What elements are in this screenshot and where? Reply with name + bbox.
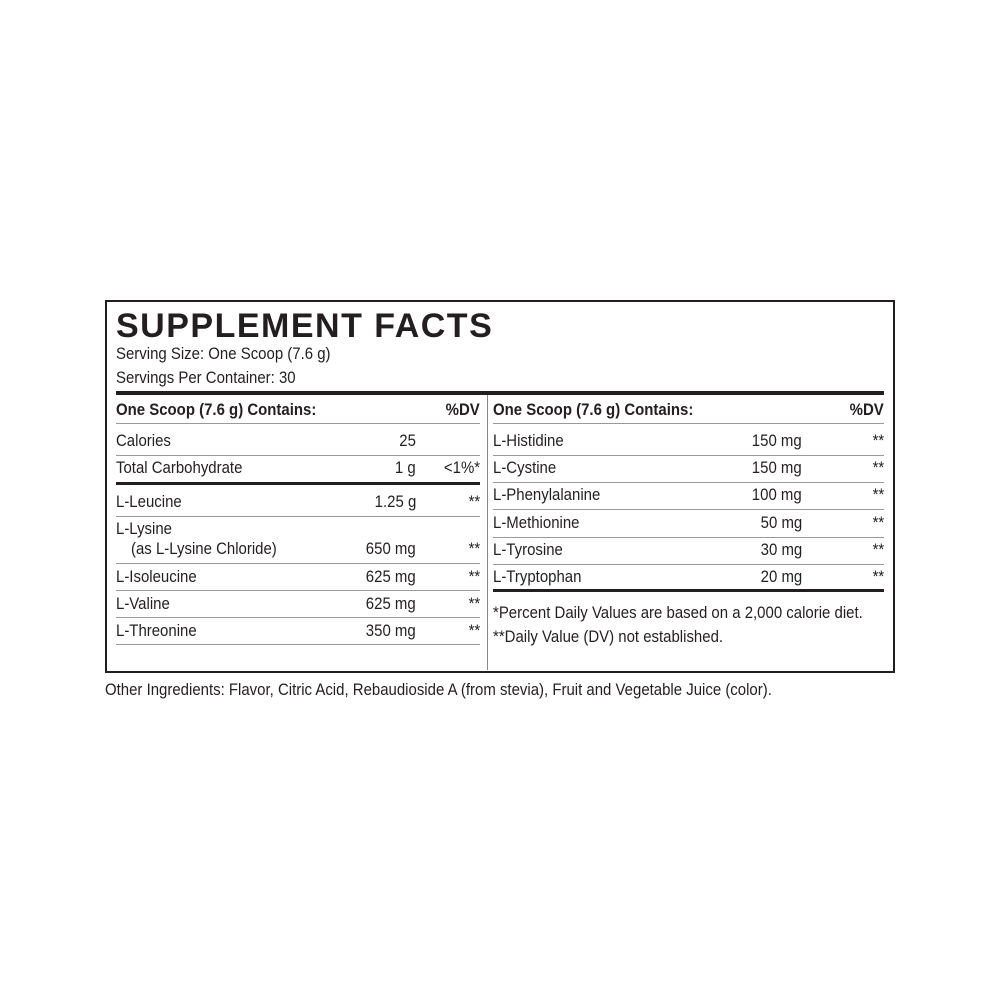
nutrient-amount: 30 mg (760, 539, 802, 559)
row-divider (116, 423, 480, 424)
column-header: One Scoop (7.6 g) Contains: (116, 400, 317, 419)
nutrient-dv: ** (468, 594, 480, 613)
nutrient-dv: ** (872, 512, 884, 532)
panel-title: SUPPLEMENT FACTS (116, 307, 494, 345)
column-header: One Scoop (7.6 g) Contains: (493, 400, 694, 419)
nutrient-amount: 1 g (395, 458, 416, 477)
nutrient-dv: ** (468, 539, 480, 558)
column-divider (487, 395, 488, 670)
nutrient-amount: 650 mg (366, 539, 416, 558)
nutrient-name: Calories (116, 431, 171, 450)
nutrient-name: L-Cystine (493, 458, 557, 478)
nutrient-amount: 625 mg (366, 594, 416, 613)
nutrient-dv: <1%* (443, 458, 480, 477)
nutrient-name: L-Tryptophan (493, 567, 582, 586)
nutrient-name: L-Threonine (116, 621, 197, 640)
nutrient-amount: 50 mg (760, 512, 802, 532)
row-divider (116, 644, 480, 645)
row-divider (493, 536, 884, 538)
nutrient-name: L-Tyrosine (493, 539, 563, 559)
other-ingredients: Other Ingredients: Flavor, Citric Acid, … (105, 680, 772, 699)
serving-size: Serving Size: One Scoop (7.6 g) (116, 344, 331, 363)
nutrient-amount: 625 mg (366, 567, 416, 586)
nutrient-amount: 100 mg (752, 485, 802, 505)
footnote-dv: *Percent Daily Values are based on a 2,0… (493, 603, 863, 622)
nutrient-name: L-Leucine (116, 492, 182, 511)
nutrient-dv: ** (468, 621, 480, 640)
nutrient-name: L-Lysine (116, 519, 173, 538)
row-divider (116, 516, 480, 517)
nutrient-name: L-Histidine (493, 431, 564, 450)
nutrient-amount: 25 (399, 431, 416, 450)
nutrient-amount: 20 mg (760, 567, 802, 586)
row-divider (493, 423, 884, 424)
thick-rule (116, 482, 480, 485)
row-divider (493, 455, 884, 456)
thick-rule (493, 589, 884, 592)
nutrient-dv: ** (468, 492, 480, 511)
nutrient-name: Total Carbohydrate (116, 458, 243, 477)
row-divider (493, 563, 884, 565)
nutrient-note: (as L-Lysine Chloride) (131, 539, 277, 558)
nutrient-amount: 150 mg (752, 458, 802, 478)
row-divider (116, 590, 480, 591)
dv-header: %DV (849, 400, 884, 419)
nutrient-name: L-Methionine (493, 512, 580, 532)
nutrient-name: L-Phenylalanine (493, 485, 601, 505)
footnote-not-established: **Daily Value (DV) not established. (493, 627, 724, 646)
nutrient-name: L-Isoleucine (116, 567, 197, 586)
nutrient-name: L-Valine (116, 594, 170, 613)
row-divider (493, 509, 884, 511)
row-divider (116, 617, 480, 618)
nutrient-dv: ** (468, 567, 480, 586)
nutrient-dv: ** (872, 539, 884, 559)
row-divider (116, 563, 480, 564)
servings-per-container: Servings Per Container: 30 (116, 368, 296, 387)
row-divider (116, 455, 480, 456)
nutrient-dv: ** (872, 567, 884, 586)
row-divider (493, 482, 884, 484)
nutrient-amount: 150 mg (752, 431, 802, 450)
nutrient-dv: ** (872, 458, 884, 478)
dv-header: %DV (445, 400, 480, 419)
nutrient-amount: 350 mg (366, 621, 416, 640)
nutrient-dv: ** (872, 431, 884, 450)
supplement-facts-panel (105, 300, 895, 673)
nutrient-amount: 1.25 g (374, 492, 416, 511)
nutrient-dv: ** (872, 485, 884, 505)
thick-rule (116, 391, 884, 395)
